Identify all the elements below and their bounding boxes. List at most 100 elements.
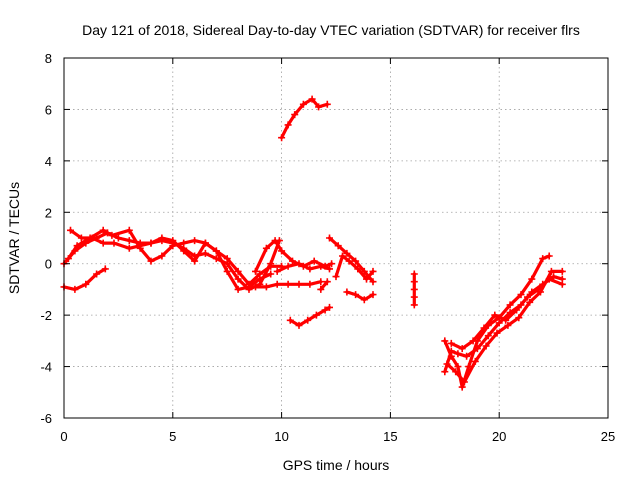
series-trace bbox=[327, 236, 375, 284]
data-point bbox=[517, 291, 525, 299]
data-point bbox=[262, 244, 270, 252]
data-point bbox=[334, 242, 342, 250]
y-tick-label: 0 bbox=[45, 257, 52, 272]
data-point bbox=[273, 280, 281, 288]
x-tick-label: 15 bbox=[383, 429, 397, 444]
data-point bbox=[245, 283, 253, 291]
data-point bbox=[326, 265, 333, 273]
data-point bbox=[108, 231, 116, 239]
data-point bbox=[304, 316, 312, 324]
data-point bbox=[99, 239, 107, 247]
chart-title: Day 121 of 2018, Sidereal Day-to-day VTE… bbox=[82, 22, 580, 38]
data-point bbox=[295, 321, 303, 329]
data-point bbox=[278, 247, 286, 255]
data-point bbox=[278, 134, 286, 142]
data-point bbox=[99, 226, 107, 234]
data-point bbox=[310, 257, 318, 265]
y-axis-label: SDTVAR / TECUs bbox=[6, 182, 22, 294]
data-point bbox=[526, 298, 534, 306]
data-point bbox=[480, 324, 488, 332]
data-point bbox=[110, 239, 118, 247]
data-point bbox=[295, 260, 303, 268]
x-tick-label: 25 bbox=[601, 429, 615, 444]
x-tick-label: 0 bbox=[60, 429, 67, 444]
data-point bbox=[201, 239, 209, 247]
data-point bbox=[558, 267, 566, 275]
data-point bbox=[410, 293, 418, 301]
series-trace bbox=[66, 228, 284, 286]
data-point bbox=[317, 278, 325, 286]
data-point bbox=[410, 301, 418, 309]
data-point bbox=[410, 285, 418, 293]
data-point bbox=[223, 255, 231, 263]
data-point bbox=[352, 257, 360, 265]
data-point bbox=[504, 321, 512, 329]
data-point bbox=[369, 267, 377, 275]
data-point bbox=[125, 237, 133, 245]
data-point bbox=[458, 383, 466, 391]
y-tick-label: 4 bbox=[45, 154, 52, 169]
data-point bbox=[506, 301, 514, 309]
data-point bbox=[267, 270, 275, 278]
data-point bbox=[473, 345, 481, 353]
data-point bbox=[306, 265, 314, 273]
data-point bbox=[125, 244, 133, 252]
series-trace bbox=[443, 254, 551, 389]
data-point bbox=[447, 339, 455, 347]
series-trace bbox=[319, 280, 329, 291]
data-point bbox=[326, 234, 333, 242]
x-tick-label: 10 bbox=[274, 429, 288, 444]
data-point bbox=[256, 275, 264, 283]
data-point bbox=[454, 350, 462, 358]
data-point bbox=[323, 278, 331, 286]
series-group bbox=[332, 252, 377, 283]
data-point bbox=[369, 291, 377, 299]
data-point bbox=[343, 249, 351, 257]
y-tick-label: -4 bbox=[40, 360, 52, 375]
series-group bbox=[443, 267, 566, 386]
series-group bbox=[286, 303, 333, 329]
data-point bbox=[88, 234, 96, 242]
x-axis-label: GPS time / hours bbox=[283, 457, 390, 473]
data-point bbox=[332, 273, 340, 281]
data-point bbox=[67, 226, 74, 234]
data-point bbox=[452, 368, 460, 376]
data-point bbox=[317, 285, 325, 293]
data-point bbox=[147, 257, 155, 265]
data-point bbox=[369, 278, 377, 286]
data-point bbox=[299, 100, 307, 108]
data-point bbox=[469, 337, 477, 345]
data-point bbox=[545, 252, 553, 260]
data-point bbox=[158, 252, 166, 260]
data-point bbox=[482, 342, 490, 350]
data-point bbox=[354, 265, 362, 273]
data-point bbox=[234, 285, 242, 293]
data-point bbox=[513, 306, 521, 314]
series-group bbox=[441, 273, 566, 376]
data-point bbox=[339, 252, 346, 260]
data-point bbox=[495, 319, 503, 327]
data-point bbox=[441, 337, 449, 345]
data-point bbox=[169, 237, 177, 245]
data-point bbox=[201, 249, 209, 257]
data-point bbox=[326, 303, 333, 311]
data-point bbox=[82, 280, 90, 288]
data-point bbox=[321, 306, 329, 314]
data-point bbox=[410, 270, 418, 278]
data-point bbox=[262, 283, 270, 291]
grid-lines bbox=[64, 58, 608, 418]
data-point bbox=[352, 291, 360, 299]
data-point bbox=[71, 285, 79, 293]
data-point bbox=[284, 280, 292, 288]
series-group bbox=[67, 226, 275, 293]
data-point bbox=[323, 100, 331, 108]
series-group bbox=[343, 288, 377, 304]
data-point bbox=[114, 234, 122, 242]
data-point bbox=[360, 296, 368, 304]
data-point bbox=[447, 347, 455, 355]
data-point bbox=[125, 226, 133, 234]
data-point bbox=[306, 280, 314, 288]
x-tick-label: 5 bbox=[169, 429, 176, 444]
data-point bbox=[308, 95, 316, 103]
